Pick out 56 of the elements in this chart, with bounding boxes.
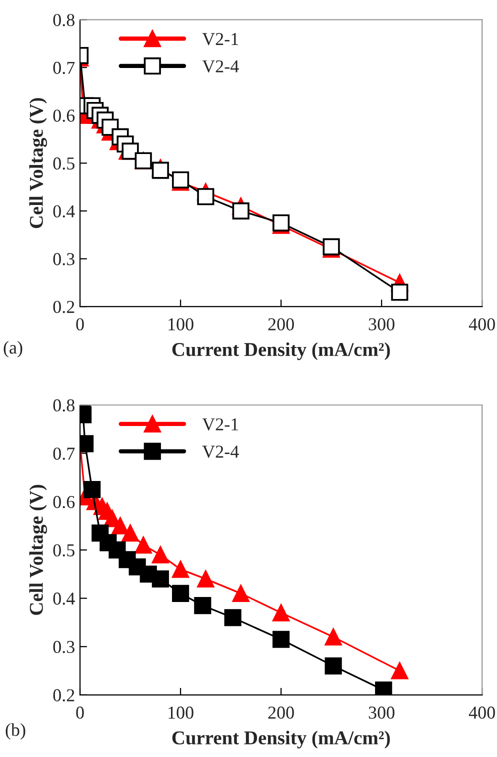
point <box>112 517 129 534</box>
x-tick-label: 100 <box>168 706 194 719</box>
x-tick-label: 0 <box>76 318 84 330</box>
y-axis-title: Cell Voltage (V) <box>29 484 48 615</box>
y-tick-label: 0.2 <box>53 689 74 702</box>
legend-label: V2-1 <box>202 418 238 431</box>
point <box>194 596 212 614</box>
x-axis-title: Current Density (mA/cm²) <box>172 342 390 360</box>
y-tick-label: 0.3 <box>53 253 74 266</box>
y-tick-label: 0.6 <box>53 496 75 508</box>
x-tick-label: 400 <box>468 706 495 719</box>
point <box>324 628 342 646</box>
point <box>224 609 242 626</box>
point <box>197 188 214 206</box>
point <box>172 560 190 578</box>
x-tick-label: 100 <box>168 318 194 330</box>
point <box>391 284 408 301</box>
y-tick-label: 0.6 <box>53 110 75 122</box>
point <box>152 546 169 564</box>
x-tick-label: 200 <box>268 318 294 330</box>
point <box>197 570 214 588</box>
y-tick-label: 0.7 <box>53 62 75 74</box>
y-tick-label: 0.7 <box>53 448 75 460</box>
point <box>84 481 101 498</box>
x-tick-label: 0 <box>76 706 84 719</box>
y-tick-label: 0.4 <box>53 592 75 605</box>
point <box>324 657 342 674</box>
x-tick-label: 400 <box>468 318 495 330</box>
text: (b) <box>6 723 26 740</box>
text: (a) <box>4 340 22 358</box>
legend-label: V2-4 <box>202 60 239 73</box>
point <box>122 524 139 542</box>
y-tick-label: 0.8 <box>53 14 74 26</box>
x-tick-label: 300 <box>368 706 394 719</box>
legend-label: V2-4 <box>202 446 239 458</box>
point <box>152 162 169 179</box>
y-tick-label: 0.5 <box>53 544 74 556</box>
point <box>152 570 169 588</box>
point <box>391 662 408 680</box>
x-tick-label: 300 <box>368 318 394 330</box>
point <box>134 536 152 554</box>
legend-label: V2-1 <box>202 33 238 46</box>
point <box>122 142 139 160</box>
y-tick-label: 0.2 <box>53 300 74 314</box>
y-tick-label: 0.5 <box>53 157 74 170</box>
y-tick-label: 0.3 <box>53 640 74 654</box>
x-axis-title: Current Density (mA/cm²) <box>172 730 390 748</box>
point <box>172 584 190 602</box>
y-axis-title: Cell Voltage (V) <box>29 98 48 228</box>
y-tick-label: 0.8 <box>53 399 74 412</box>
point <box>232 202 250 220</box>
y-tick-label: 0.4 <box>53 205 75 218</box>
point <box>272 630 290 648</box>
x-tick-label: 200 <box>268 706 294 719</box>
point <box>232 584 250 602</box>
point <box>272 604 290 622</box>
